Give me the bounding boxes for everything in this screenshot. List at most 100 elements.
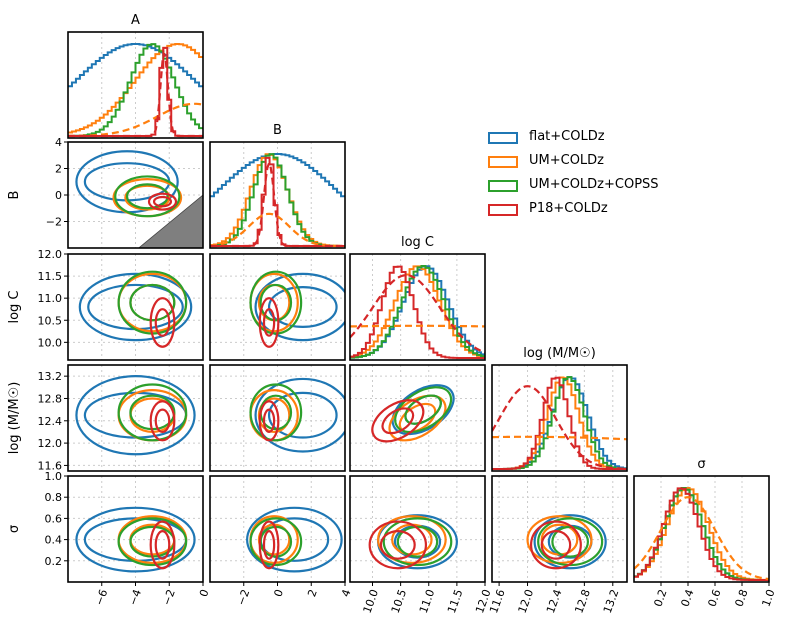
x-tick-label: 0.4 — [678, 588, 696, 609]
x-tick-label: 0 — [197, 588, 212, 599]
contour-outer-flat+COLDz — [78, 272, 193, 342]
y-tick-label: 13.2 — [38, 370, 63, 383]
panel-content — [492, 365, 627, 471]
contour-outer-UM+COLDz — [388, 394, 447, 442]
marginal-panel-B: B — [209, 123, 346, 249]
panel-content — [634, 476, 769, 582]
x-tick-label: −6 — [93, 588, 111, 608]
histogram-UM+COLDz+COPSS — [350, 265, 485, 359]
panel-content — [210, 142, 345, 248]
panel-content — [350, 365, 485, 471]
contour-outer-P18+COLDz — [258, 400, 280, 442]
contour-outer-UM+COLDz+COPSS — [249, 383, 303, 442]
y-tick-label: 11.6 — [38, 459, 63, 472]
contour-panel-logC-sigma: 10.0 10.5 11.0 11.5 12.0 — [349, 475, 494, 615]
panel-frame — [209, 364, 346, 472]
legend-label: flat+COLDz — [529, 129, 605, 144]
panel-content — [210, 254, 345, 360]
contour-panel-A-B: −2 0 2 4 B — [7, 136, 204, 249]
prior-curve — [492, 435, 627, 441]
contour-inner-UM+COLDz+COPSS — [259, 283, 293, 322]
marginal-panel-A: A — [67, 13, 204, 139]
x-tick-label: 2 — [305, 588, 320, 599]
legend-swatch — [488, 180, 518, 192]
panel-content — [68, 365, 203, 471]
panel-frame — [633, 475, 770, 583]
contour-inner-P18+COLDz — [262, 530, 276, 560]
panel-content — [68, 476, 203, 582]
contour-outer-flat+COLDz — [391, 384, 455, 436]
excluded-region — [138, 194, 203, 248]
contour-outer-UM+COLDz+COPSS — [249, 517, 303, 567]
y-tick-label: 12.0 — [38, 248, 63, 261]
contour-outer-flat+COLDz — [533, 514, 607, 570]
contour-panel-A-logM: 11.6 12.0 12.4 12.8 13.2 log (M/M☉) — [7, 364, 204, 472]
panel-content — [68, 142, 203, 248]
x-tick-label: 11.5 — [445, 588, 466, 615]
prior-curve — [350, 324, 485, 328]
contour-outer-UM+COLDz+COPSS — [382, 517, 453, 567]
panel-content — [68, 254, 203, 360]
contour-outer-P18+COLDz — [149, 520, 176, 570]
panel-frame — [67, 253, 204, 361]
contour-panel-B-logM — [209, 364, 346, 472]
contour-inner-flat+COLDz — [267, 286, 338, 328]
y-tick-label: 12.8 — [38, 392, 63, 405]
marginal-panel-logM: log (M/M☉) — [491, 346, 628, 472]
contour-inner-P18+COLDz — [379, 530, 416, 560]
contour-panel-B-sigma: −2 0 2 4 — [209, 475, 354, 607]
contour-inner-UM+COLDz+COPSS — [129, 283, 176, 322]
y-tick-label: 4 — [55, 136, 62, 149]
contour-outer-UM+COLDz+COPSS — [114, 175, 181, 218]
contour-inner-P18+COLDz — [154, 530, 171, 560]
x-tick-label: 0 — [272, 588, 287, 599]
panel-frame — [209, 141, 346, 249]
x-tick-label: 12.8 — [572, 588, 593, 615]
contour-outer-P18+COLDz — [529, 520, 582, 570]
y-tick-label: 1.0 — [45, 470, 63, 483]
panel-content — [210, 365, 345, 471]
legend-swatch — [488, 156, 518, 168]
y-tick-label: −2 — [46, 216, 62, 229]
contour-outer-flat+COLDz — [254, 377, 345, 453]
panel-content — [210, 476, 345, 582]
histogram-P18+COLDz — [492, 376, 627, 470]
prior-curve — [350, 274, 485, 354]
histogram-P18+COLDz — [350, 265, 485, 359]
panel-title-logC: log C — [401, 235, 434, 250]
prior-curve — [492, 385, 627, 470]
y-tick-label: 0.6 — [45, 512, 63, 525]
legend-label: UM+COLDz — [529, 153, 605, 168]
contour-outer-P18+COLDz — [368, 520, 428, 570]
y-tick-label: 2 — [55, 163, 62, 176]
contour-inner-P18+COLDz — [154, 308, 171, 337]
contour-outer-UM+COLDz — [117, 272, 188, 333]
contour-panel-A-logC: 10.0 10.5 11.0 11.5 12.0 log C — [7, 248, 204, 361]
x-tick-label: 0.6 — [705, 588, 723, 609]
contour-outer-flat+COLDz — [75, 375, 196, 456]
panel-frame — [349, 475, 486, 583]
y-tick-label: 10.5 — [38, 314, 63, 327]
contour-outer-P18+COLDz — [258, 297, 280, 348]
prior-curve — [210, 212, 345, 248]
panel-frame — [491, 364, 628, 472]
contour-inner-P18+COLDz — [152, 195, 173, 208]
legend-swatch — [488, 204, 518, 216]
contour-inner-UM+COLDz — [398, 402, 437, 434]
x-tick-label: 12.0 — [516, 588, 537, 615]
contour-inner-UM+COLDz+COPSS — [404, 394, 442, 425]
contour-inner-flat+COLDz — [267, 391, 338, 439]
y-tick-label: 11.0 — [38, 292, 63, 305]
panel-frame — [349, 253, 486, 361]
contour-outer-UM+COLDz+COPSS — [117, 517, 188, 567]
y-tick-label: 12.4 — [38, 415, 63, 428]
x-tick-label: 1.0 — [759, 588, 777, 609]
contour-outer-UM+COLDz+COPSS — [117, 270, 188, 335]
x-tick-label: −2 — [160, 588, 178, 608]
contour-inner-P18+COLDz — [381, 407, 415, 435]
panel-frame — [349, 364, 486, 472]
contour-outer-UM+COLDz+COPSS — [394, 386, 453, 434]
x-tick-label: 0.2 — [651, 588, 669, 609]
y-tick-label: 12.0 — [38, 437, 63, 450]
